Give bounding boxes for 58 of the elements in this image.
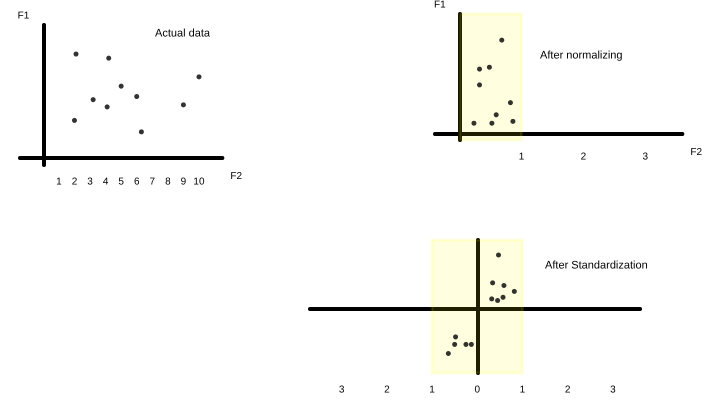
chart-title: Actual data xyxy=(155,28,211,40)
x-tick-label: 1 xyxy=(520,384,526,396)
point xyxy=(512,288,517,294)
x-tick-label: 7 xyxy=(150,176,156,188)
point xyxy=(134,94,140,100)
x-tick-label: 5 xyxy=(118,176,124,188)
point xyxy=(446,351,451,356)
y-axis-title: F1 xyxy=(434,0,446,10)
point xyxy=(106,56,112,61)
x-tick-label: 10 xyxy=(193,176,205,188)
point xyxy=(104,104,110,110)
point xyxy=(471,120,476,126)
point xyxy=(495,298,500,303)
point xyxy=(72,118,77,123)
point xyxy=(453,334,458,340)
x-axis-title: F2 xyxy=(230,171,242,182)
point xyxy=(490,280,496,286)
point xyxy=(486,64,492,70)
point xyxy=(90,97,96,102)
x-tick-label: 1 xyxy=(56,176,62,188)
point xyxy=(118,84,124,89)
x-axis-title: F2 xyxy=(690,146,702,158)
point xyxy=(494,112,499,118)
point xyxy=(508,100,513,106)
y-axis-title: F1 xyxy=(18,10,30,22)
x-tick-label: 3 xyxy=(642,152,648,162)
x-tick-label: 1 xyxy=(518,152,525,162)
x-tick-label: 2 xyxy=(72,176,78,188)
x-tick-label: 0 xyxy=(474,384,480,396)
point xyxy=(463,342,468,347)
point xyxy=(196,74,202,80)
x-tick-label: 9 xyxy=(180,176,187,188)
x-tick-label: 3 xyxy=(338,384,345,396)
x-tick-label: 6 xyxy=(134,176,140,188)
x-tick-label: 2 xyxy=(384,384,390,396)
point xyxy=(489,120,494,126)
point xyxy=(499,38,504,43)
point xyxy=(477,66,482,72)
x-tick-label: 1 xyxy=(429,384,436,396)
x-tick-label: 2 xyxy=(564,384,571,396)
x-tick-label: 3 xyxy=(87,176,94,188)
point xyxy=(489,296,494,302)
point xyxy=(496,252,502,258)
point xyxy=(74,52,79,57)
point xyxy=(500,294,506,300)
x-tick-label: 3 xyxy=(610,384,616,396)
x-tick-label: 4 xyxy=(102,176,109,188)
x-tick-label: 2 xyxy=(580,152,587,162)
point xyxy=(138,129,144,134)
point xyxy=(501,283,506,288)
point xyxy=(477,82,482,88)
x-tick-label: 8 xyxy=(165,176,172,188)
point xyxy=(510,118,516,124)
point xyxy=(180,102,186,108)
point xyxy=(468,342,474,347)
point xyxy=(452,342,458,347)
text: After normalizing xyxy=(540,50,623,62)
chart-title: After Standardization xyxy=(545,260,648,272)
